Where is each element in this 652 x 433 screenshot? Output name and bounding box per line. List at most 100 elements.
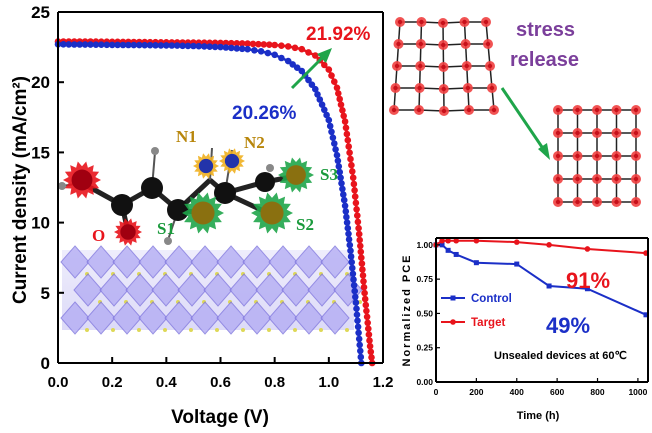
relaxed-lattice-image [553,105,641,207]
jv-point [363,313,371,321]
jv-point [350,282,358,289]
jv-point [346,241,354,249]
jv-point [325,66,333,73]
stability-inset: 0 200 400 600 800 1000 0.00 0.25 0.50 0.75 1.00 Ti… [401,237,649,422]
y-tick-label: 20 [31,73,50,92]
jv-point [359,272,367,279]
jv-point [349,174,357,181]
stability-series-group [433,237,649,318]
jv-point [321,61,328,69]
jv-point [108,41,116,49]
jv-point [351,187,358,194]
jv-point [346,149,353,156]
label-s3: S3 [320,165,338,184]
jv-point [361,295,369,303]
stability-point [546,242,552,248]
jv-point [136,41,143,49]
y-tick-label: 10 [31,214,50,233]
x-tick-label: 0.6 [210,374,231,391]
inset-ticks: 0 200 400 600 800 1000 0.00 0.25 0.50 0.75 1.00 [416,240,647,397]
jv-point [357,248,365,256]
jv-point [354,212,361,219]
inset-y-tick-label: 0.75 [416,274,433,284]
jv-point [179,42,186,50]
inset-x-tick-label: 600 [550,387,564,397]
jv-point [65,41,73,48]
jv-point [332,146,339,153]
stress-release-schematic: stress release [389,17,641,207]
label-n1: N1 [176,127,197,146]
jv-point [355,335,363,343]
jv-point [350,276,357,283]
y-tick-label: 5 [41,284,50,303]
jv-point [362,301,370,309]
jv-point [222,44,230,51]
jv-point [354,323,362,331]
jv-point [98,41,105,48]
stability-point [445,247,451,253]
jv-point [353,305,360,313]
stability-line-control [436,243,647,316]
jv-point [353,311,361,319]
relaxation-arrow [500,87,550,160]
jv-point [337,174,344,181]
jv-point [293,64,301,71]
inset-legend: Control Target [441,293,512,329]
jv-point [340,191,347,198]
jv-point [355,224,362,232]
jv-point [357,353,365,361]
jv-point [305,49,312,56]
jv-series-group [54,38,376,367]
jv-point [103,41,111,49]
jv-point [328,72,335,79]
jv-point [339,185,346,193]
jv-point [206,43,213,50]
jv-point [201,43,208,50]
jv-point [308,81,316,88]
legend-marker [450,295,456,301]
stability-point [473,237,480,244]
jv-point [348,161,355,169]
jv-point [336,168,344,176]
jv-point [333,151,341,159]
jv-point [348,258,356,266]
stability-line-target [435,239,647,255]
jv-point [173,42,181,49]
inset-y-tick-label: 1.00 [416,240,433,250]
jv-point [353,206,360,213]
jv-point [367,348,375,356]
jv-point [347,247,354,254]
jv-chart: 0.0 0.2 0.4 0.6 0.8 1.0 1.2 0 5 10 15 20 25 Voltage … [10,3,393,428]
jv-point [358,254,365,261]
jv-point [364,319,372,327]
jv-point [217,43,224,51]
jv-point [163,42,170,49]
jv-point [352,293,359,301]
jv-point [328,128,335,136]
y-tick-label: 0 [41,354,50,373]
jv-point [340,112,348,120]
stability-point [473,260,479,266]
jv-point [81,41,89,48]
stability-point [546,283,552,289]
jv-point [345,230,352,238]
release-label: release [510,49,579,71]
jv-point [331,78,338,85]
jv-point [92,41,100,48]
jv-point [349,270,357,278]
jv-point [312,85,319,93]
jv-point [278,42,285,49]
jv-point [343,219,351,226]
jv-ticks: 0.0 0.2 0.4 0.6 0.8 1.0 1.2 0 5 10 15 20 25 [31,3,393,391]
jv-point [360,283,368,291]
jv-point [345,236,353,243]
jv-point [255,40,262,48]
stress-label: stress [516,19,575,41]
jv-point [341,202,349,210]
jv-point [365,325,372,333]
pce-target-label: 21.92% [306,24,371,45]
jv-point [337,101,345,108]
jv-point [157,42,165,49]
